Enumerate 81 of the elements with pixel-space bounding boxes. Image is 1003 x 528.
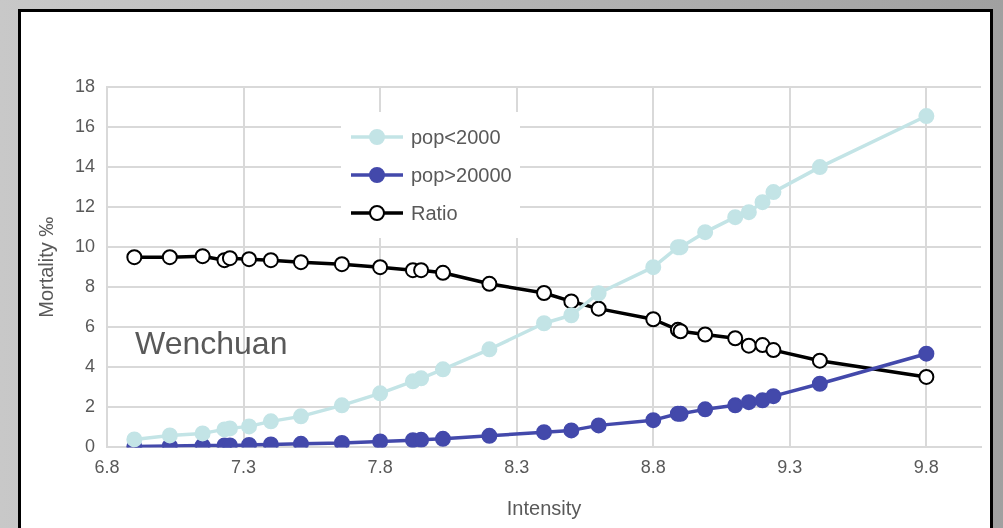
point [727,397,744,414]
legend-label: Ratio [411,201,458,225]
y-tick-label: 0 [85,436,96,457]
point [333,435,350,448]
x-tick-label: 9.3 [777,457,803,478]
point [697,401,714,418]
y-tick-label: 8 [85,276,96,297]
point [765,184,782,201]
point [262,252,279,269]
point [372,385,389,402]
y-tick-label: 6 [85,316,96,337]
point [481,341,498,358]
point [590,285,607,302]
point [333,256,350,273]
y-tick-label: 14 [74,156,96,177]
point [161,427,178,444]
point [536,285,553,302]
point [434,264,451,281]
point [697,326,714,343]
point [292,254,309,271]
point [590,300,607,317]
point [811,375,828,392]
y-tick-label: 10 [74,236,96,257]
point [727,209,744,226]
point [262,413,279,430]
point [811,352,828,369]
point [645,412,662,429]
point [241,251,258,268]
point [126,249,143,266]
point [645,311,662,328]
point [194,425,211,442]
point [194,248,211,265]
x-tick-label: 7.8 [367,457,393,478]
point [161,249,178,266]
x-tick-label: 8.8 [640,457,666,478]
point [372,433,389,448]
legend-label: pop<2000 [411,125,501,149]
point [481,275,498,292]
point [590,417,607,434]
annotation: Wenchuan [135,324,288,361]
point [918,108,935,125]
point [727,330,744,347]
point [740,337,757,354]
point [221,250,238,267]
point [372,259,389,276]
point [563,307,580,324]
point [754,194,771,211]
point [563,293,580,310]
y-tick-label: 16 [74,116,96,137]
point [536,315,553,332]
x-tick-label: 6.8 [94,457,120,478]
point [563,422,580,439]
point [765,342,782,359]
x-tick-label: 7.3 [231,457,257,478]
x-axis-title: Intensity [506,496,582,519]
point [645,259,662,276]
y-axis-title: Mortality ‰ [34,216,57,318]
point [241,418,258,435]
point [740,204,757,221]
legend-label: pop>20000 [411,163,512,187]
y-tick-label: 2 [85,396,96,417]
point [292,408,309,425]
point [481,427,498,444]
point [434,430,451,447]
point [413,370,430,387]
point [740,394,757,411]
point [765,388,782,405]
point [126,431,143,448]
point [434,361,451,378]
point [333,397,350,414]
y-tick-label: 12 [74,196,96,217]
point [536,424,553,441]
point [413,262,430,279]
point [918,368,935,385]
x-tick-label: 8.3 [504,457,530,478]
point [918,345,935,362]
y-tick-label: 4 [85,356,96,377]
point [811,159,828,176]
point [697,224,714,241]
x-tick-label: 9.8 [913,457,939,478]
y-tick-label: 18 [74,75,96,96]
